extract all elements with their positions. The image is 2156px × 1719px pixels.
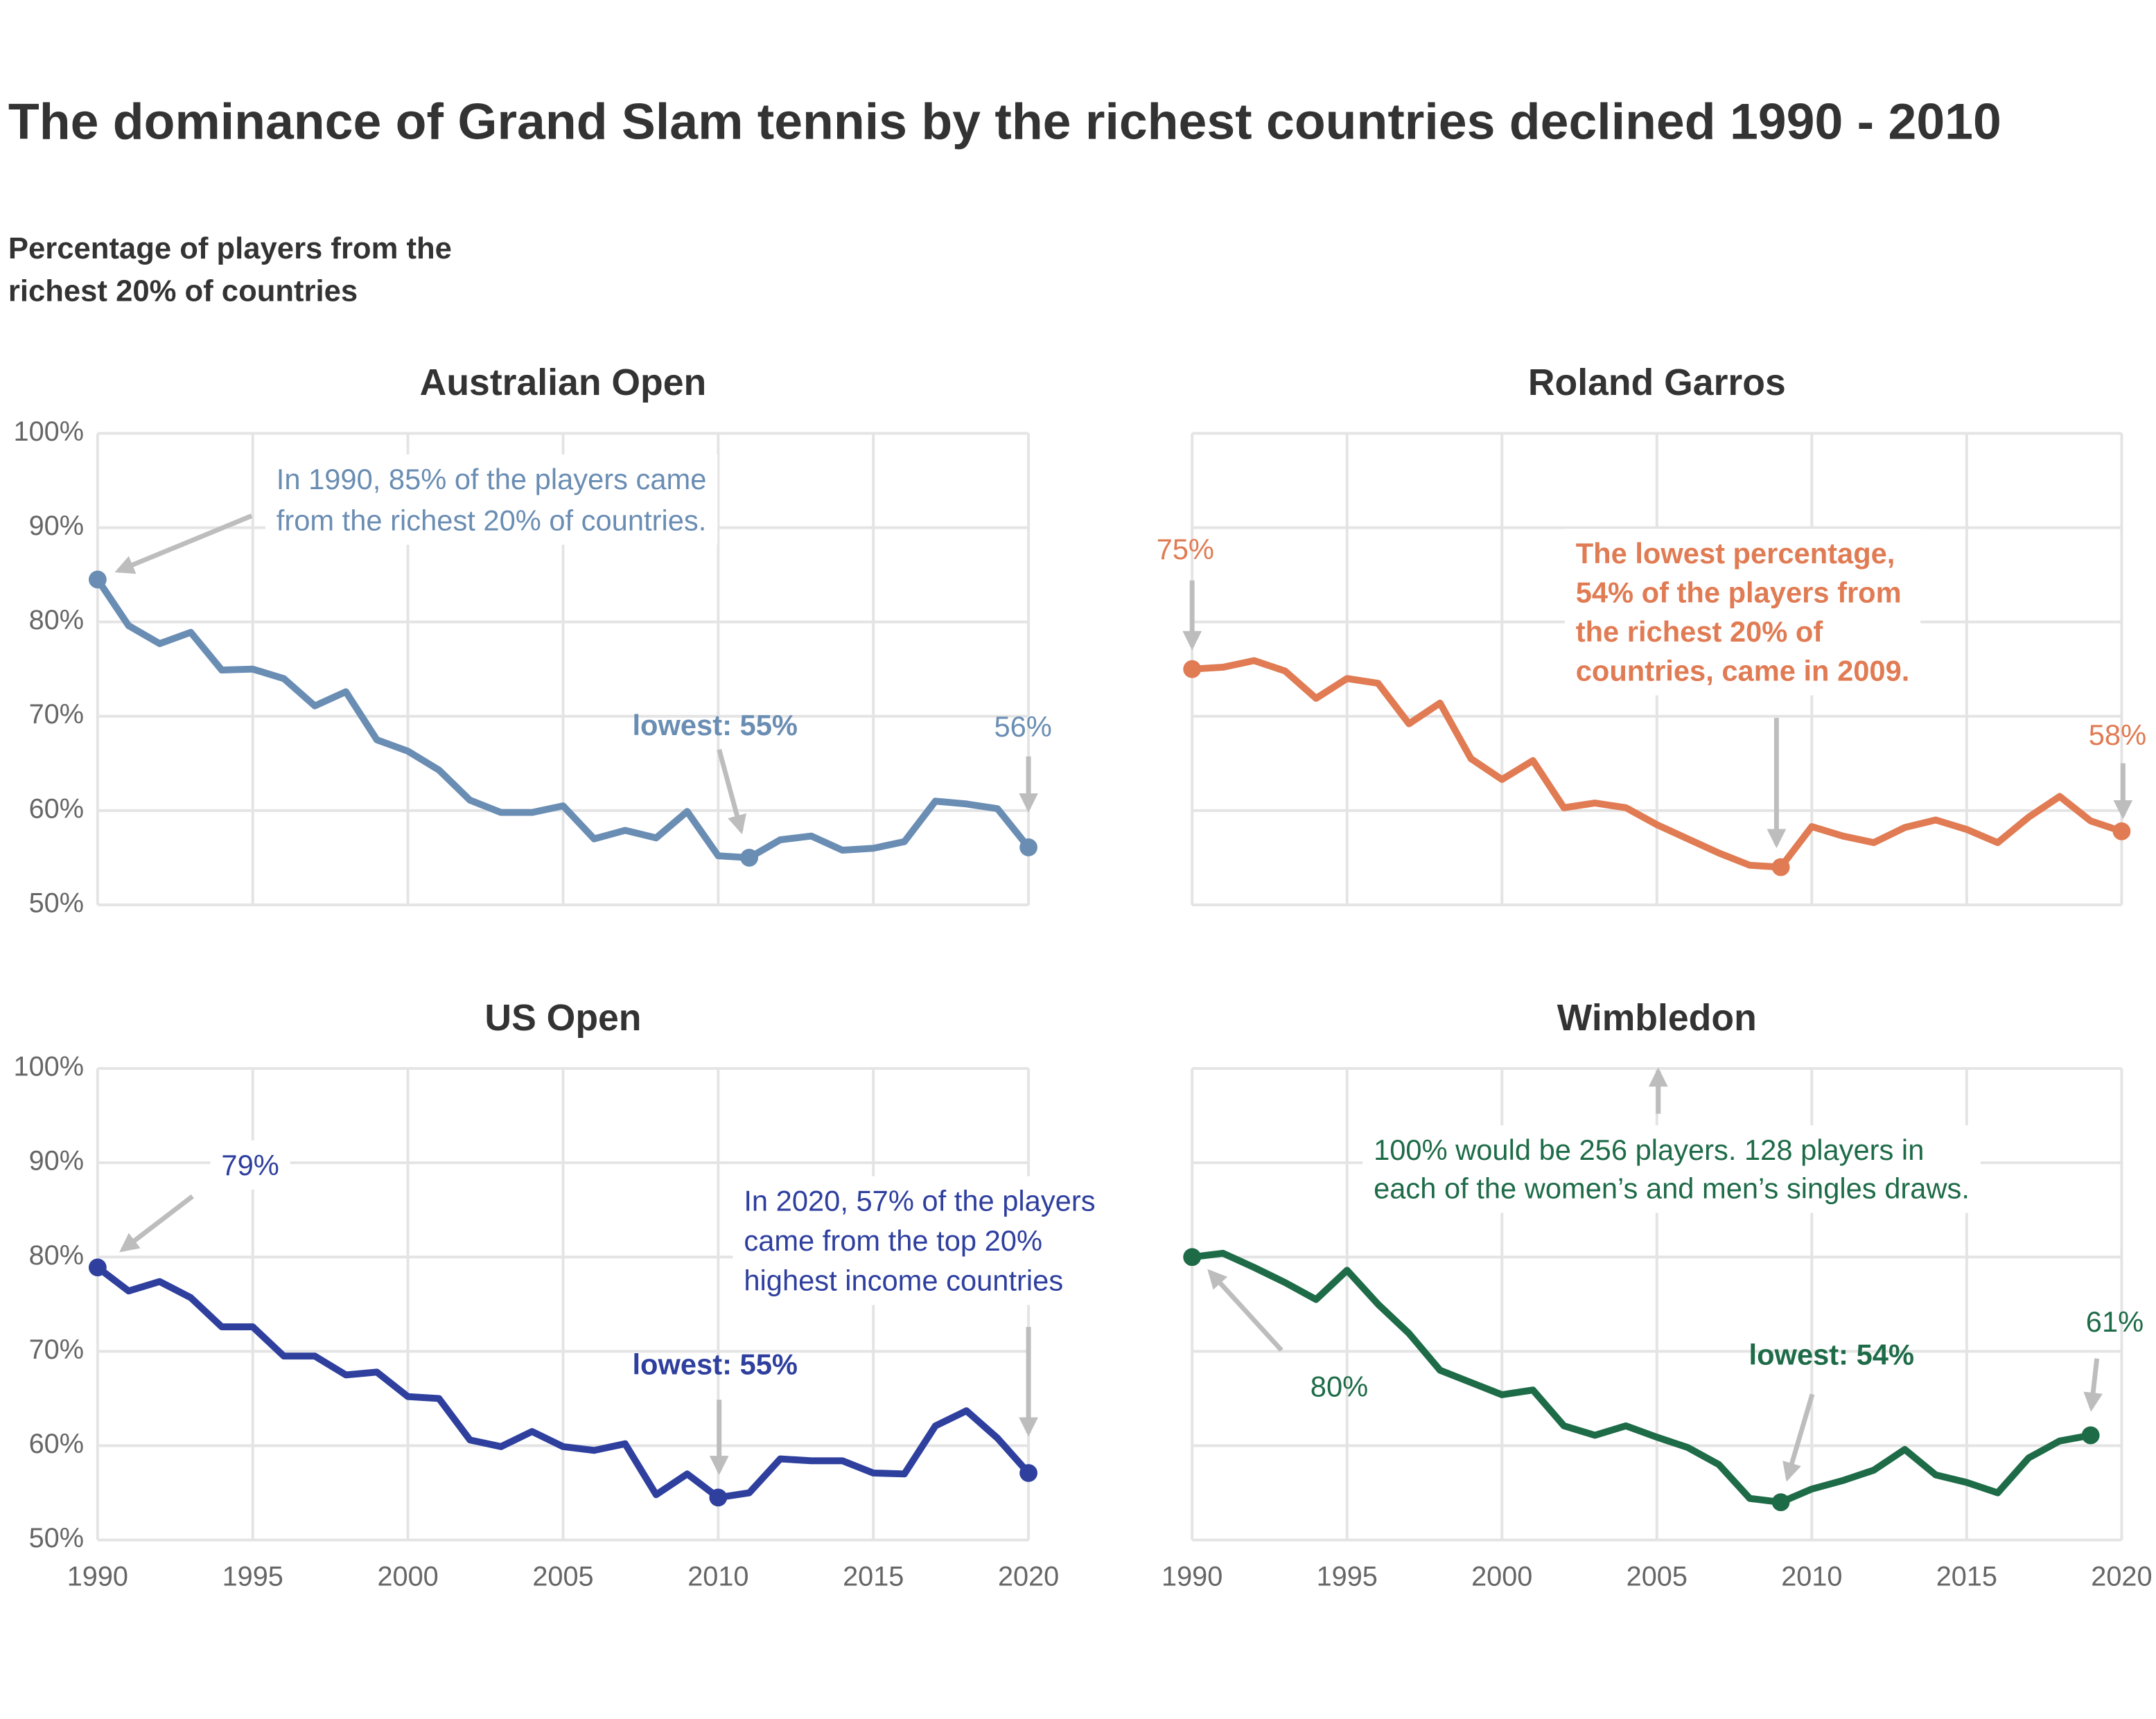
y-tick-label: 80%: [29, 1240, 84, 1271]
annotation-arrow: [1207, 1269, 1283, 1352]
annotation-arrow: [114, 513, 253, 574]
data-line: [94, 577, 1031, 861]
annotation: 75%: [1157, 533, 1214, 565]
annotation: 80%: [1311, 1370, 1368, 1402]
highlight-dot: [1019, 838, 1037, 856]
y-tick-label: 80%: [29, 605, 84, 635]
annotation-box: [733, 1176, 1107, 1305]
x-tick-label: 2015: [843, 1562, 904, 1592]
annotation: lowest: 55%: [632, 709, 797, 741]
highlight-dot: [1183, 660, 1202, 678]
data-line: [1191, 1249, 2092, 1506]
annotation-arrow: [2083, 1358, 2103, 1412]
annotation-box: [265, 454, 718, 545]
data-line: [95, 1264, 1031, 1501]
panel-title: Roland Garros: [1528, 362, 1786, 403]
annotation-arrow: [119, 1194, 194, 1253]
annotation: countries, came in 2009.: [1576, 655, 1910, 687]
highlight-dot: [740, 849, 759, 867]
y-tick-label: 90%: [29, 1146, 84, 1176]
highlight-dot: [1771, 1493, 1790, 1512]
y-tick-label: 60%: [29, 1429, 84, 1459]
annotation: 61%: [2086, 1305, 2144, 1338]
annotation: lowest: 54%: [1749, 1339, 1914, 1371]
annotation: 54% of the players from: [1576, 576, 1902, 609]
annotation: 58%: [2089, 719, 2146, 751]
y-tick-label: 70%: [29, 699, 84, 730]
highlight-dot: [1183, 1248, 1202, 1267]
y-tick-label: 100%: [14, 416, 84, 447]
x-tick-label: 2005: [1627, 1562, 1688, 1592]
highlight-dot: [2112, 822, 2131, 840]
x-tick-label: 1990: [67, 1562, 128, 1592]
highlight-dot: [88, 570, 107, 589]
x-tick-label: 2015: [1936, 1562, 1997, 1592]
annotation: lowest: 55%: [632, 1348, 797, 1381]
x-tick-label: 2020: [998, 1562, 1059, 1592]
y-tick-label: 100%: [14, 1052, 84, 1082]
annotation-box: [1564, 529, 1921, 696]
subtitle: richest 20% of countries: [8, 274, 358, 308]
annotation: the richest 20% of: [1576, 615, 1823, 648]
x-tick-label: 2000: [1471, 1562, 1532, 1592]
annotation: In 2020, 57% of the players: [744, 1185, 1095, 1217]
highlight-dot: [709, 1488, 728, 1507]
panel-title: Australian Open: [420, 362, 707, 403]
annotation-box: [1362, 1125, 1981, 1213]
x-tick-label: 2010: [1781, 1562, 1842, 1592]
highlight-dot: [2081, 1426, 2100, 1445]
annotation: came from the top 20%: [744, 1224, 1042, 1257]
highlight-dot: [88, 1258, 107, 1277]
annotation: The lowest percentage,: [1576, 537, 1895, 570]
annotation: each of the women’s and men’s singles dr…: [1374, 1172, 1970, 1205]
highlight-dot: [1771, 858, 1790, 876]
annotation-arrow: [717, 748, 746, 835]
annotation: 100% would be 256 players. 128 players i…: [1374, 1134, 1924, 1166]
annotation: 79%: [221, 1149, 279, 1181]
annotation: 56%: [994, 710, 1051, 743]
y-tick-label: 50%: [29, 1523, 84, 1553]
annotation: from the richest 20% of countries.: [277, 504, 707, 536]
annotation-arrow: [1782, 1393, 1815, 1482]
data-line: [1191, 657, 2123, 871]
x-tick-label: 2005: [532, 1562, 593, 1592]
x-tick-label: 2000: [377, 1562, 438, 1592]
y-tick-label: 50%: [29, 888, 84, 918]
y-tick-label: 70%: [29, 1334, 84, 1365]
panel-title: US Open: [484, 998, 641, 1039]
y-tick-label: 60%: [29, 793, 84, 824]
annotation: In 1990, 85% of the players came: [277, 463, 707, 495]
x-tick-label: 1990: [1162, 1562, 1222, 1592]
annotation-box: [210, 1140, 290, 1190]
x-tick-label: 2010: [687, 1562, 748, 1592]
panel-title: Wimbledon: [1557, 998, 1757, 1039]
page-title: The dominance of Grand Slam tennis by th…: [8, 93, 2001, 150]
highlight-dot: [1019, 1464, 1037, 1482]
subtitle: Percentage of players from the: [8, 231, 452, 265]
x-tick-label: 2020: [2091, 1562, 2152, 1592]
annotation: highest income countries: [744, 1264, 1063, 1297]
y-tick-label: 90%: [29, 511, 84, 541]
x-tick-label: 1995: [1317, 1562, 1378, 1592]
x-tick-label: 1995: [222, 1562, 283, 1592]
